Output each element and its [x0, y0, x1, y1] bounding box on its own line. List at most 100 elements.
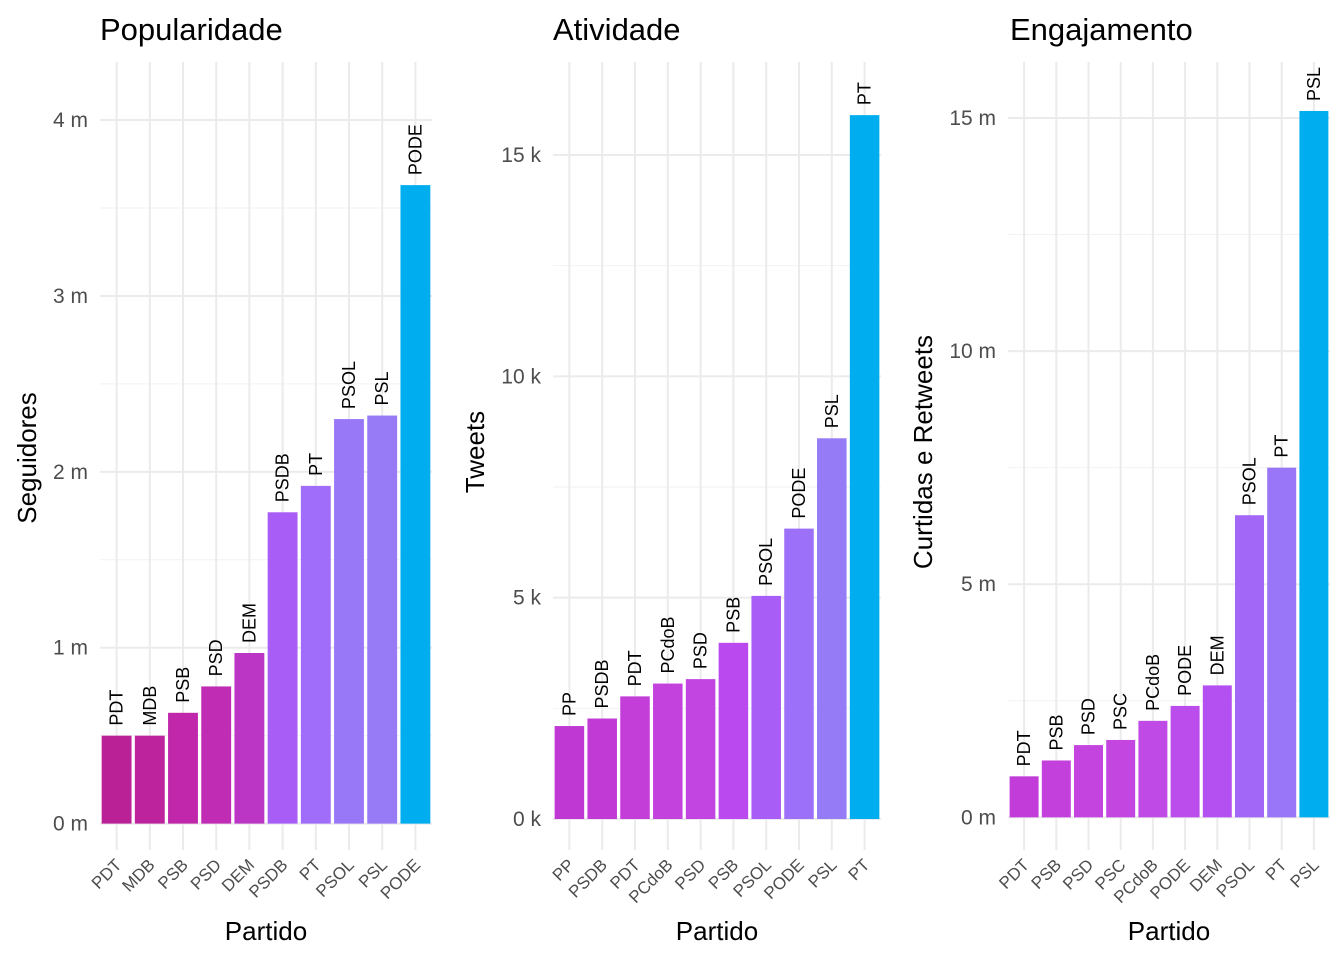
bar	[400, 185, 431, 824]
y-axis-title: Tweets	[460, 411, 490, 493]
x-tick-label: PSOL	[312, 855, 358, 901]
bar-data-label: PT	[306, 453, 326, 476]
y-tick-label: 15 m	[949, 107, 996, 130]
bar	[201, 686, 232, 824]
bar	[718, 642, 749, 820]
x-tick-label: PSB	[1028, 855, 1065, 892]
bar-data-label: PSDB	[592, 659, 612, 708]
y-tick-label: 3 m	[53, 285, 88, 308]
bar	[367, 415, 398, 824]
y-tick-label: 10 m	[949, 340, 996, 363]
chart-title: Engajamento	[1010, 12, 1193, 47]
bar	[620, 696, 650, 820]
bar-data-label: PSOL	[339, 361, 359, 409]
bar-data-label: PSDB	[273, 453, 293, 502]
bar	[554, 726, 585, 820]
bar	[134, 735, 165, 824]
y-tick-label: 5 k	[513, 587, 542, 610]
bar-data-label: PSL	[372, 372, 392, 406]
x-tick-label: PT	[845, 855, 874, 884]
bar	[751, 595, 781, 820]
y-tick-label: 0 m	[53, 813, 88, 836]
y-axis-title: Curtidas e Retweets	[908, 335, 938, 569]
chart-title: Popularidade	[100, 12, 283, 47]
bar	[1170, 705, 1200, 818]
bar-data-label: PSOL	[756, 538, 776, 586]
bar	[1009, 776, 1039, 818]
x-tick-label: MDB	[118, 855, 158, 895]
bar	[267, 512, 298, 824]
bar-data-label: PDT	[107, 690, 127, 726]
bar-data-label: PCdoB	[658, 616, 678, 673]
bar	[1138, 720, 1168, 818]
chart-title: Atividade	[553, 12, 681, 47]
bar-data-label: PDT	[625, 650, 645, 686]
bar-data-label: PODE	[789, 468, 809, 519]
bar-data-label: PSD	[691, 632, 711, 669]
x-axis-title: Partido	[1128, 916, 1210, 946]
y-axis-title: Seguidores	[12, 392, 42, 524]
bar	[234, 653, 265, 824]
bar-data-label: PDT	[1014, 730, 1034, 766]
y-tick-label: 2 m	[53, 461, 88, 484]
bar-data-label: PSD	[1079, 698, 1099, 735]
x-tick-label: PSD	[1059, 855, 1097, 893]
x-tick-label: PSL	[804, 855, 840, 891]
x-tick-label: PSD	[187, 855, 225, 893]
x-tick-label: PT	[1262, 855, 1291, 884]
x-tick-label: PSD	[671, 855, 709, 893]
y-tick-label: 4 m	[53, 109, 88, 132]
y-tick-label: 10 k	[501, 365, 541, 388]
bar	[168, 712, 198, 824]
bar-data-label: DEM	[1207, 635, 1227, 675]
y-tick-label: 0 m	[961, 806, 996, 829]
bar	[587, 718, 617, 820]
x-tick-label: PDT	[88, 855, 125, 892]
x-tick-label: PSDB	[245, 855, 291, 901]
x-axis-title: Partido	[225, 916, 307, 946]
bar-data-label: PT	[1272, 435, 1292, 458]
bar-data-label: PODE	[405, 124, 425, 175]
bar	[334, 419, 364, 824]
y-tick-label: 5 m	[961, 573, 996, 596]
bar	[849, 115, 880, 820]
bar	[1299, 110, 1329, 818]
x-tick-label: PDT	[995, 855, 1032, 892]
panel-atividade: Atividade PP PSDB PDT PCdoB PSD PSB PSOL PODE PS…	[460, 12, 881, 946]
bar-data-label: PP	[559, 692, 579, 716]
bar	[685, 679, 716, 820]
bar-data-label: MDB	[140, 686, 160, 726]
x-tick-label: PSOL	[1213, 855, 1259, 901]
x-axis-title: Partido	[676, 916, 758, 946]
y-tick-label: 0 k	[513, 808, 542, 831]
bar	[1041, 760, 1071, 818]
bar	[1106, 739, 1136, 818]
bar-data-label: PSB	[723, 597, 743, 633]
x-tick-label: PSB	[154, 855, 191, 892]
bar-data-label: DEM	[239, 603, 259, 643]
bar-data-label: PSD	[206, 639, 226, 676]
y-tick-label: 1 m	[53, 637, 88, 660]
bar-data-label: PT	[855, 82, 875, 105]
bar	[653, 683, 683, 820]
bar	[1235, 515, 1264, 818]
bar-data-label: PSC	[1111, 693, 1131, 730]
bar	[1267, 467, 1297, 818]
bar	[1074, 745, 1103, 818]
bar-data-label: PCdoB	[1143, 654, 1163, 711]
bar	[784, 528, 814, 820]
bar-data-label: PSL	[1304, 67, 1324, 101]
y-tick-label: 15 k	[501, 144, 541, 167]
bar-data-label: PODE	[1175, 645, 1195, 696]
x-tick-label: PSL	[1287, 855, 1323, 891]
bar	[1202, 685, 1232, 818]
bar-data-label: PSL	[822, 394, 842, 428]
bar	[101, 735, 132, 824]
x-tick-label: PSDB	[565, 855, 611, 901]
bar-data-label: PSB	[1046, 714, 1066, 750]
bar	[300, 485, 331, 824]
bar-data-label: PSB	[173, 667, 193, 703]
